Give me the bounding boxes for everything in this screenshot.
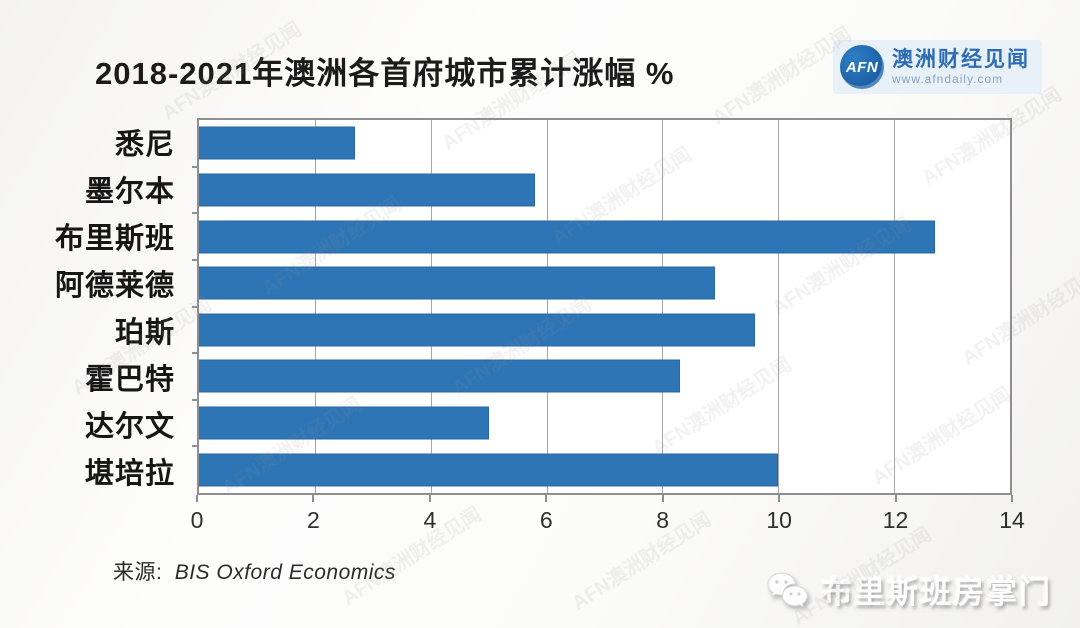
y-axis-label-阿德莱德: 阿德莱德	[54, 269, 175, 302]
x-axis-label-6: 6	[539, 507, 553, 533]
y-axis-label-达尔文: 达尔文	[84, 411, 175, 444]
x-axis-tick	[545, 495, 548, 502]
gridline-x-6	[546, 120, 548, 493]
x-axis-tick	[312, 495, 315, 502]
bar-row	[199, 213, 1010, 260]
afn-logo-text: 澳洲财经见闻 www.afndaily.com	[892, 48, 1030, 86]
publisher-watermark-text: 布里斯班房掌门	[821, 575, 1052, 610]
y-axis-label-墨尔本: 墨尔本	[84, 175, 175, 208]
x-axis-tick	[778, 495, 781, 502]
bar-row	[199, 167, 1010, 214]
bar-row	[199, 120, 1010, 167]
x-axis-label-2: 2	[307, 507, 320, 533]
source-caption: 来源: BIS Oxford Economics	[113, 556, 396, 586]
y-axis-tick	[192, 258, 199, 261]
gridline-x-2	[314, 120, 316, 493]
page-title: 2018-2021年澳洲各首府城市累计涨幅 %	[95, 56, 675, 91]
x-axis-label-8: 8	[656, 507, 670, 533]
bar-row	[199, 446, 1010, 493]
y-axis-label-堪培拉: 堪培拉	[84, 458, 175, 491]
afn-logo-icon: AFN	[840, 45, 884, 89]
x-axis-label-4: 4	[423, 507, 437, 533]
publisher-watermark: 布里斯班房掌门	[765, 567, 1052, 612]
gridline-x-8	[662, 120, 664, 493]
y-axis-labels: 悉尼墨尔本布里斯班阿德莱德珀斯霍巴特达尔文堪培拉	[20, 118, 185, 495]
x-axis-label-0: 0	[190, 507, 204, 533]
bar-达尔文	[199, 406, 489, 440]
y-axis-label-布里斯班: 布里斯班	[54, 222, 175, 255]
y-axis-tick	[192, 445, 199, 448]
x-axis-tick	[1011, 495, 1013, 502]
x-axis-label-12: 12	[882, 507, 909, 533]
gridline-x-12	[894, 120, 896, 493]
x-axis: 0 2 4 6 8 10 12 14	[191, 495, 1025, 540]
afn-logo: AFN 澳洲财经见闻 www.afndaily.com	[833, 40, 1042, 94]
afn-logo-url: www.afndaily.com	[892, 71, 1004, 86]
y-axis-tick	[192, 165, 199, 168]
plot-area	[192, 118, 1012, 495]
bar-row	[199, 353, 1010, 400]
x-axis-tick	[894, 495, 897, 502]
x-axis-label-14: 14	[999, 507, 1025, 533]
gridline-x-10	[778, 120, 780, 493]
x-axis-tick	[428, 495, 431, 502]
bar-堪培拉	[199, 453, 779, 487]
bar-row	[199, 400, 1010, 447]
afn-logo-name: 澳洲财经见闻	[892, 47, 1030, 71]
bar-霍巴特	[199, 359, 680, 393]
bar-珀斯	[199, 313, 756, 347]
source-prefix: 来源:	[113, 561, 163, 584]
y-axis-tick	[192, 305, 199, 308]
bar-悉尼	[199, 126, 356, 160]
bar-阿德莱德	[199, 266, 715, 300]
y-axis-label-悉尼: 悉尼	[114, 128, 175, 161]
x-axis-label-10: 10	[766, 507, 792, 533]
bar-墨尔本	[199, 173, 535, 207]
y-axis-tick	[192, 352, 199, 355]
x-axis-tick	[196, 495, 198, 502]
x-axis-tick	[661, 495, 664, 502]
y-axis-tick	[192, 212, 199, 215]
bar-row	[199, 260, 1010, 307]
y-axis-label-霍巴特: 霍巴特	[84, 364, 175, 397]
y-axis-tick	[192, 398, 199, 401]
y-axis-label-珀斯: 珀斯	[114, 317, 175, 350]
source-name: BIS Oxford Economics	[174, 561, 396, 584]
bar-row	[199, 307, 1010, 354]
gridline-x-4	[430, 120, 432, 493]
bar-布里斯班	[199, 220, 935, 254]
wechat-icon	[767, 571, 808, 608]
